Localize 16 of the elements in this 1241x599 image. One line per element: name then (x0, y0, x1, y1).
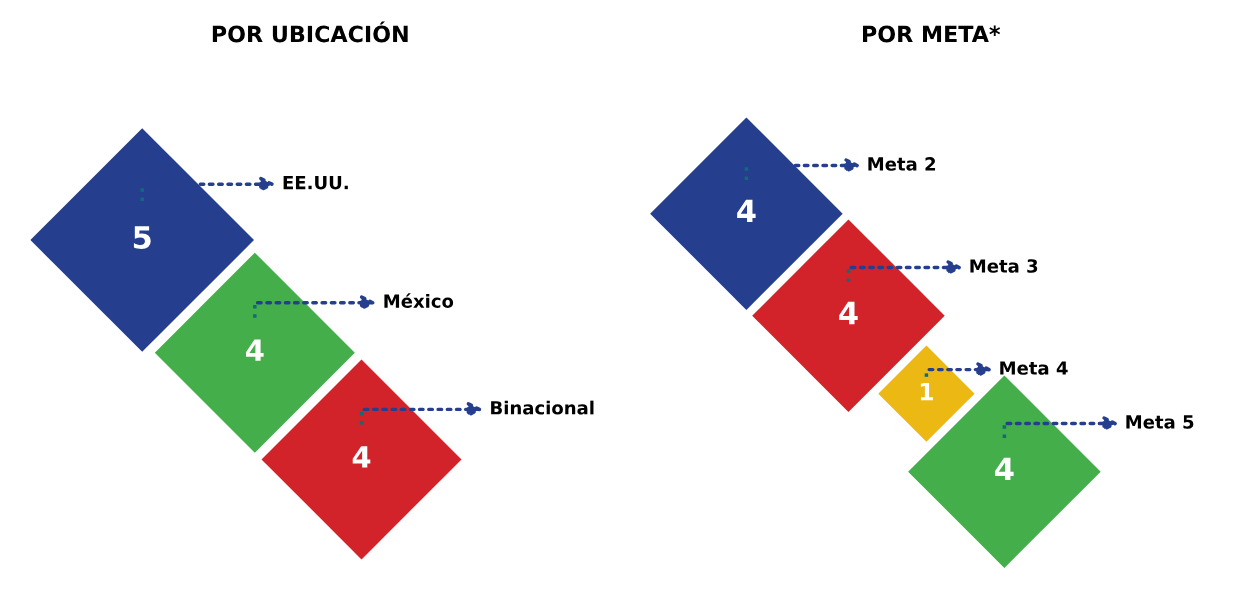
data-label: 4 (995, 457, 1014, 481)
category-label: EE.UU. (283, 175, 348, 190)
text: POR META* (863, 25, 1001, 43)
data-label: 1 (920, 382, 934, 401)
data-label: 4 (737, 199, 756, 223)
data-label: 4 (839, 301, 858, 325)
category-label: Meta 2 (868, 157, 936, 171)
category-label: Binacional (491, 400, 594, 415)
text: POR UBICACIÓN (212, 21, 408, 43)
data-label: 5 (133, 226, 151, 249)
category-label: Meta 4 (1000, 361, 1068, 375)
data-label: 4 (352, 446, 371, 468)
category-label: Meta 3 (970, 259, 1038, 273)
category-label: Meta 5 (1126, 415, 1194, 429)
data-label: 4 (246, 339, 264, 361)
category-label: México (384, 293, 454, 308)
